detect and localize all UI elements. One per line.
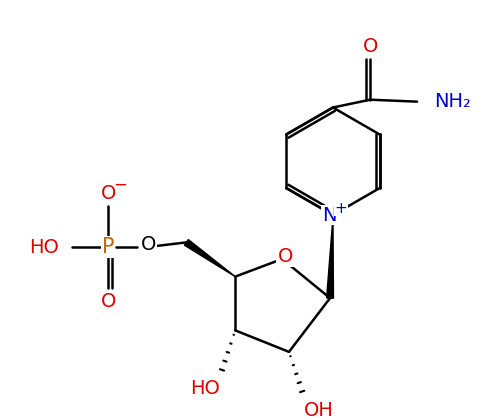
Text: O: O bbox=[100, 184, 116, 203]
Text: O: O bbox=[277, 247, 293, 265]
Polygon shape bbox=[327, 217, 334, 298]
Text: P: P bbox=[102, 237, 115, 257]
Text: +: + bbox=[334, 201, 347, 216]
Text: N: N bbox=[322, 205, 336, 225]
Text: −: − bbox=[113, 176, 127, 194]
Text: O: O bbox=[141, 235, 156, 254]
Text: O: O bbox=[363, 37, 378, 56]
Polygon shape bbox=[184, 239, 235, 277]
Text: O: O bbox=[100, 291, 116, 310]
Text: HO: HO bbox=[29, 238, 59, 257]
Text: NH₂: NH₂ bbox=[435, 92, 471, 111]
Text: OH: OH bbox=[304, 401, 334, 420]
Text: HO: HO bbox=[190, 380, 220, 399]
